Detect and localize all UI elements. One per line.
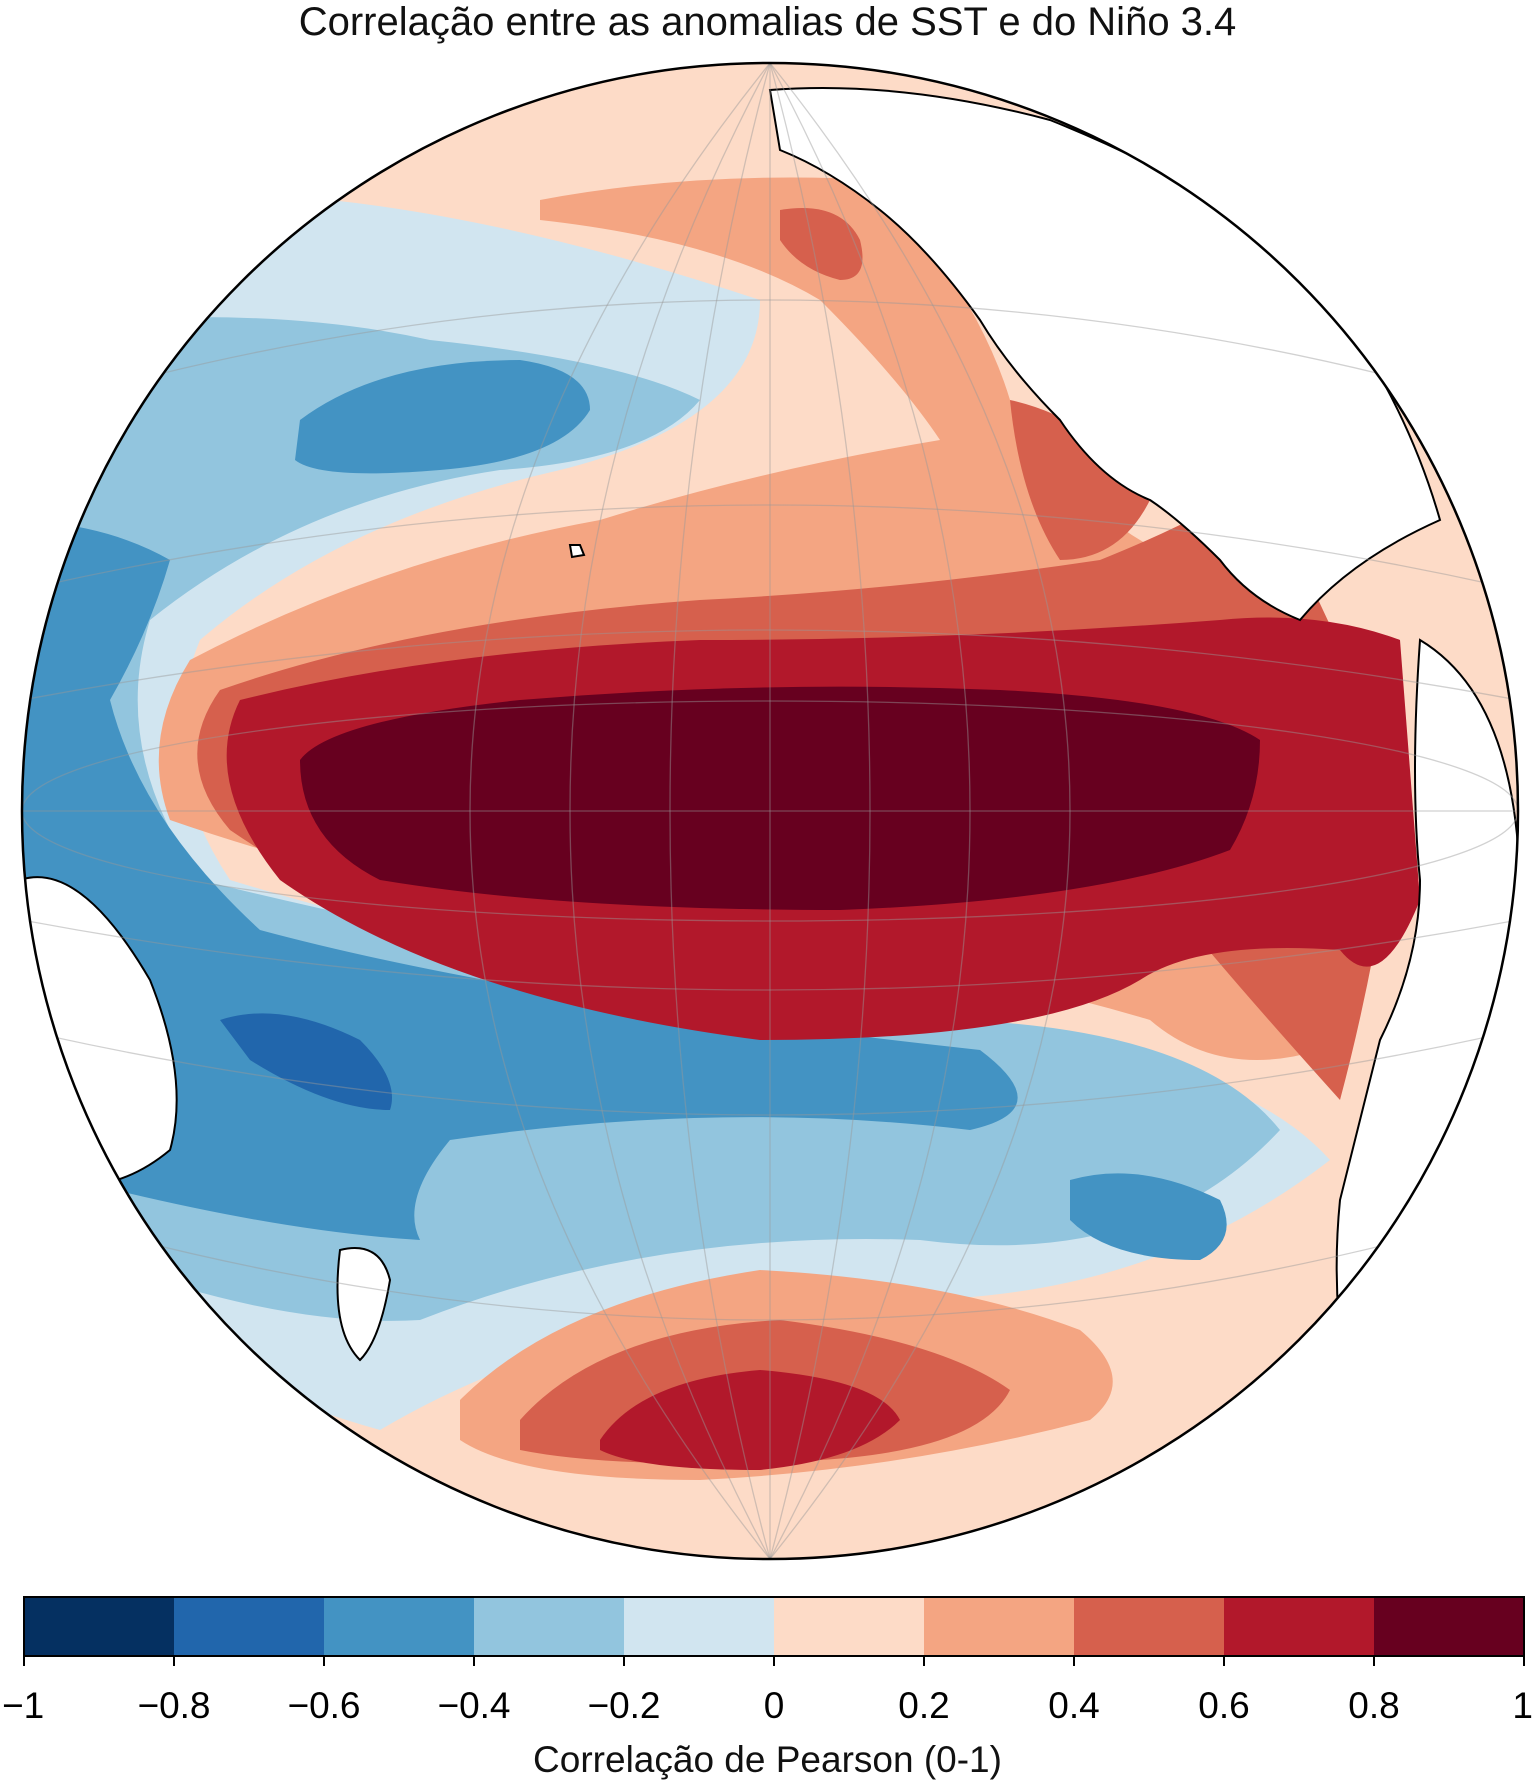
colorbar-tick-label: −0.2 xyxy=(587,1685,660,1726)
colorbar-tick-label: −1 xyxy=(2,1685,44,1726)
colorbar-tick-label: −0.4 xyxy=(437,1685,510,1726)
colorbar-tick-label: 0.8 xyxy=(1348,1685,1399,1726)
globe-outline xyxy=(20,61,1520,1561)
field-sw-strong-negative xyxy=(220,1013,392,1110)
graticule xyxy=(22,63,1518,1559)
land-new-zealand xyxy=(336,1247,392,1362)
field-mexico-positive xyxy=(1010,400,1150,560)
field-northwest-negative xyxy=(295,360,590,474)
colorbar-tick-label: 0.6 xyxy=(1198,1685,1249,1726)
field-equatorial-core xyxy=(300,686,1260,910)
land-hawaii xyxy=(568,544,586,559)
colorbar-tick-label: −0.6 xyxy=(287,1685,360,1726)
field-alaska-positive xyxy=(780,208,863,280)
colorbar-tick-label: 1 xyxy=(1512,1685,1533,1726)
colorbar-tick-label: 0.2 xyxy=(898,1685,949,1726)
chart-title: Correlação entre as anomalias de SST e d… xyxy=(298,0,1237,44)
colorbar-tick-label: −0.8 xyxy=(137,1685,210,1726)
field-southeast-negative xyxy=(1070,1173,1227,1260)
globe-map xyxy=(20,61,1520,1561)
colorbar-tick-label: 0 xyxy=(764,1685,785,1726)
correlation-field xyxy=(22,63,1518,1559)
colorbar-tick-label: 0.4 xyxy=(1048,1685,1099,1726)
field-south-positive-3 xyxy=(600,1370,900,1470)
colorbar-label: Correlação de Pearson (0-1) xyxy=(533,1739,1002,1780)
